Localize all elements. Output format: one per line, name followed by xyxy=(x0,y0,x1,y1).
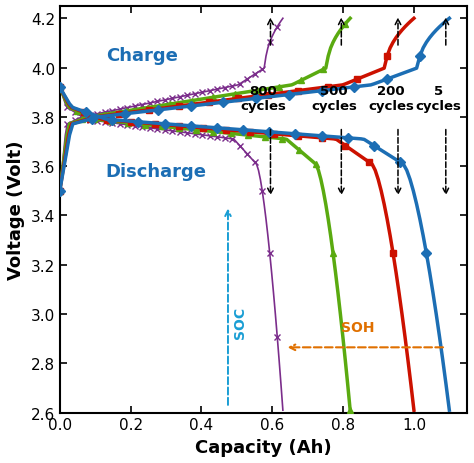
Text: 500
cycles: 500 cycles xyxy=(311,85,357,113)
Text: 5
cycles: 5 cycles xyxy=(416,85,462,113)
Text: Discharge: Discharge xyxy=(106,163,207,181)
Text: 200
cycles: 200 cycles xyxy=(368,85,414,113)
Text: 800
cycles: 800 cycles xyxy=(240,85,286,113)
Text: SOH: SOH xyxy=(340,320,374,334)
X-axis label: Capacity (Ah): Capacity (Ah) xyxy=(195,438,332,456)
Text: Charge: Charge xyxy=(106,47,178,65)
Text: SOC: SOC xyxy=(233,306,247,338)
Y-axis label: Voltage (Volt): Voltage (Volt) xyxy=(7,140,25,280)
